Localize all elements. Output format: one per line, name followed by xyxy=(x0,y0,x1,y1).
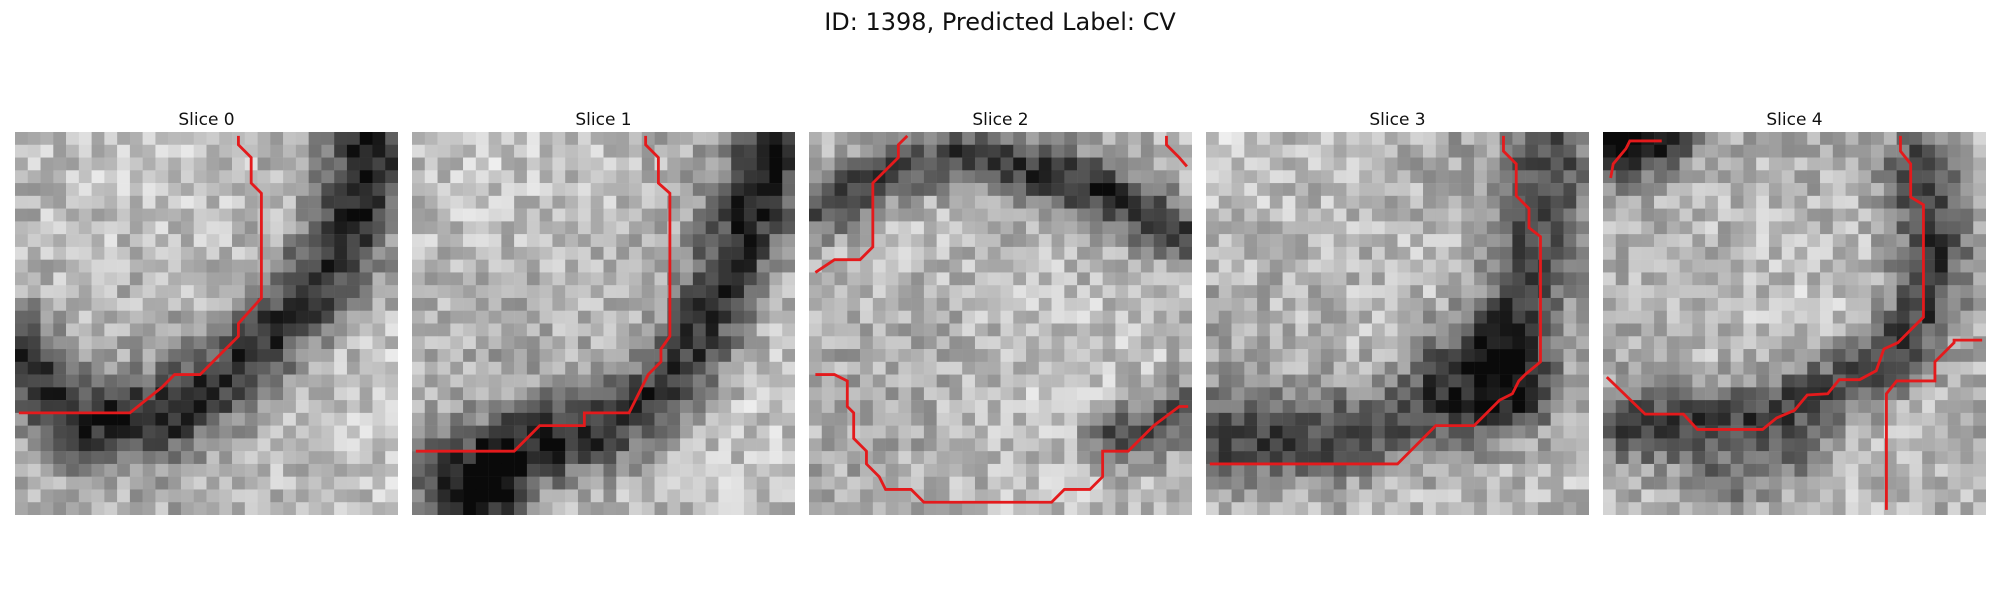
slice-title: Slice 3 xyxy=(1369,110,1426,130)
slice-title: Slice 2 xyxy=(972,110,1029,130)
slice-panel-0: Slice 0 xyxy=(15,108,398,515)
slice-title: Slice 1 xyxy=(575,110,632,130)
slice-title: Slice 4 xyxy=(1766,110,1823,130)
contour-line xyxy=(1605,135,1925,431)
contour-line xyxy=(1885,338,1983,510)
contour-line xyxy=(1609,139,1662,179)
slice-panel-2: Slice 2 xyxy=(809,108,1192,515)
slice-image xyxy=(1206,132,1589,515)
figure-title: ID: 1398, Predicted Label: CV xyxy=(824,8,1176,36)
contour-line xyxy=(18,135,263,415)
contour-line xyxy=(814,134,909,274)
slice-image xyxy=(412,132,795,515)
contour-line xyxy=(415,135,672,453)
slice-panel-1: Slice 1 xyxy=(412,108,795,515)
contour-line xyxy=(1165,135,1188,168)
slice-image xyxy=(15,132,398,515)
slice-panel-3: Slice 3 xyxy=(1206,108,1589,515)
contour-line xyxy=(1209,135,1542,466)
slice-image xyxy=(1603,132,1986,515)
contour-line xyxy=(815,373,1189,504)
slice-title: Slice 0 xyxy=(178,110,235,130)
slice-image xyxy=(809,132,1192,515)
slice-panel-4: Slice 4 xyxy=(1603,108,1986,515)
